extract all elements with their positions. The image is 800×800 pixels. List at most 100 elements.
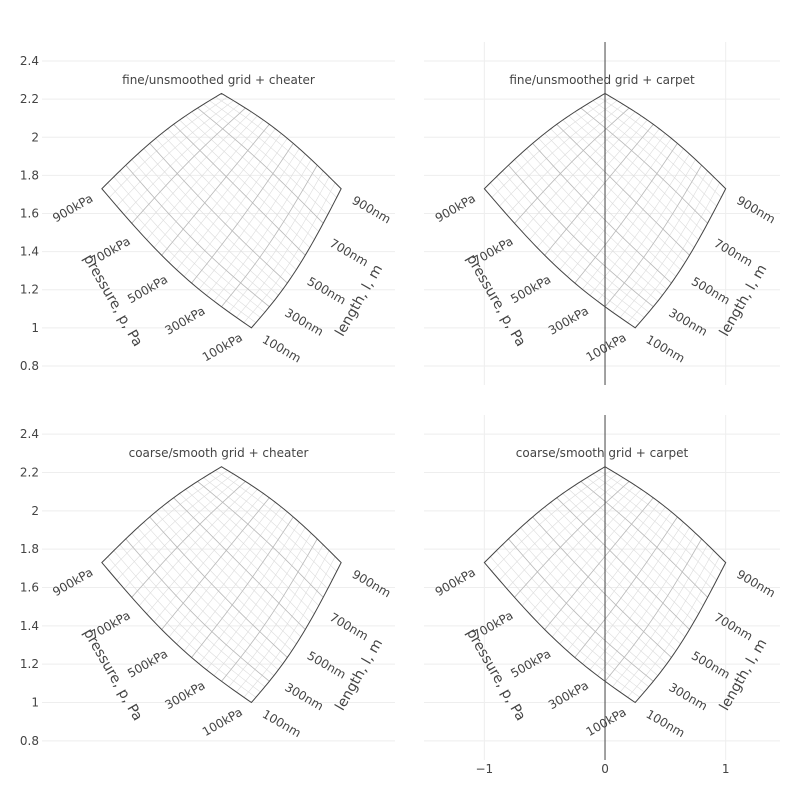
carpet-major-b-line [508,164,654,308]
carpet-minor-a-line [521,485,636,606]
panel-3: 0.8 1 1.2 1.4 1.6 1.8 2 2.2 2.4 100kPa300kPa500kP… [20,427,395,748]
carpet-minor-a-line [236,176,330,318]
carpet-minor-b-line [550,502,686,638]
b-tick-label: 700nm [327,236,371,269]
carpet-minor-a-line [109,96,228,198]
carpet-minor-b-line [544,133,681,270]
carpet-minor-a-line [567,511,672,652]
carpet-minor-a-line [551,502,660,638]
carpet-minor-a-line [627,556,720,698]
carpet-major-b-line [556,124,690,256]
carpet-minor-a-line [109,470,228,572]
b-tick-label: 300nm [282,680,326,713]
carpet-minor-a-line [582,522,684,664]
a-tick-label: 900kPa [50,565,95,599]
panel-1: 0.811.21.41.61.822.22.4100kPa300kPa500kP… [20,54,395,373]
carpet-minor-a-line [514,481,630,598]
carpet-minor-a-line [153,493,264,622]
carpet-major-a-line [544,497,654,630]
carpet-minor-a-line [213,159,312,302]
x-tick-label: 1 [722,762,730,776]
carpet-major-a-line [161,497,270,630]
carpet-major-a-line [131,481,246,598]
carpet-major-b-line [173,124,306,256]
b-tick-label: 900nm [350,567,394,600]
carpet-minor-a-line [146,115,258,240]
carpet-minor-a-line [131,107,246,224]
carpet-minor-b-line [185,115,315,240]
carpet-minor-b-line [191,485,319,606]
b-tick-label: 700nm [712,236,756,269]
a-tick-label: 900kPa [50,191,95,225]
carpet-minor-a-line [506,477,624,589]
carpet-minor-b-line [203,477,328,590]
carpet-major-b-line [149,516,288,658]
a-tick-label: 900kPa [433,565,478,599]
carpet-minor-a-line [597,533,696,676]
carpet-major-b-line [580,107,708,224]
carpet-major-a-line [514,481,630,598]
carpet-major-a-line [574,143,678,284]
carpet-major-a-line [221,538,318,682]
carpet-minor-b-line [568,115,699,240]
carpet-minor-b-line [179,493,310,623]
b-tick-label: 100nm [260,332,304,365]
a-tick-label: 500kPa [125,647,170,681]
y-tick-label: 1.4 [20,245,39,259]
b-tick-label: 900nm [350,193,394,226]
a-tick-label: 300kPa [546,304,591,338]
carpet-minor-a-line [146,489,258,615]
carpet-minor-a-line [567,138,672,277]
carpet-minor-a-line [124,477,240,589]
y-tick-label: 2.4 [20,427,39,441]
carpet-minor-b-line [161,506,297,645]
y-tick-label: 2 [31,504,39,518]
carpet-minor-a-line [124,104,240,215]
carpet-major-a-line [161,124,270,256]
carpet-minor-a-line [551,128,660,263]
a-tick-label: 100kPa [584,330,629,364]
carpet-major-a-line [191,143,294,284]
carpet-minor-a-line [183,511,288,652]
y-tick-label: 2.2 [20,92,39,106]
carpet-major-b-line [532,516,672,658]
carpet-minor-a-line [491,470,612,572]
carpet-minor-a-line [619,176,714,318]
panel-2: 100kPa300kPa500kPa700kPa900kPa100nm300nm… [424,42,780,385]
carpet-major-b-line [149,143,288,284]
carpet-major-a-line [221,164,318,307]
carpet-major-b-line [197,107,324,224]
b-tick-label: 100nm [644,707,688,740]
carpet-minor-a-line [198,522,300,664]
b-tick-label: 900nm [734,567,778,600]
carpet-minor-b-line [574,485,704,606]
carpet-major-a-line [604,164,702,307]
x-tick-label: 0 [601,762,609,776]
carpet-major-a-line [514,107,630,224]
y-tick-label: 1.8 [20,542,39,556]
carpet-major-a-line [574,516,678,658]
y-tick-label: 1.2 [20,657,39,671]
carpet-minor-b-line [586,477,713,590]
carpet-major-b-line [125,164,270,308]
b-tick-label: 900nm [734,193,778,226]
panel-title: coarse/smooth grid + cheater [129,446,309,460]
b-tick-label: 500nm [305,649,349,682]
a-tick-label: 100kPa [200,705,245,739]
carpet-minor-a-line [597,159,696,302]
carpet-minor-b-line [598,96,722,198]
carpet-boundary [101,92,342,329]
carpet-major-b-line [556,497,690,630]
carpet-minor-a-line [529,489,642,615]
carpet-minor-a-line [506,104,624,215]
carpet-minor-b-line [574,111,704,232]
b-tick-label: 700nm [712,610,756,643]
y-tick-label: 2 [31,130,39,144]
a-tick-label: 900kPa [433,191,478,225]
carpet-minor-b-line [592,100,717,207]
carpet-minor-b-line [215,96,337,198]
y-tick-label: 0.8 [20,734,39,748]
y-tick-label: 2.4 [20,54,39,68]
carpet-minor-a-line [138,111,252,232]
a-tick-label: 300kPa [162,678,207,712]
